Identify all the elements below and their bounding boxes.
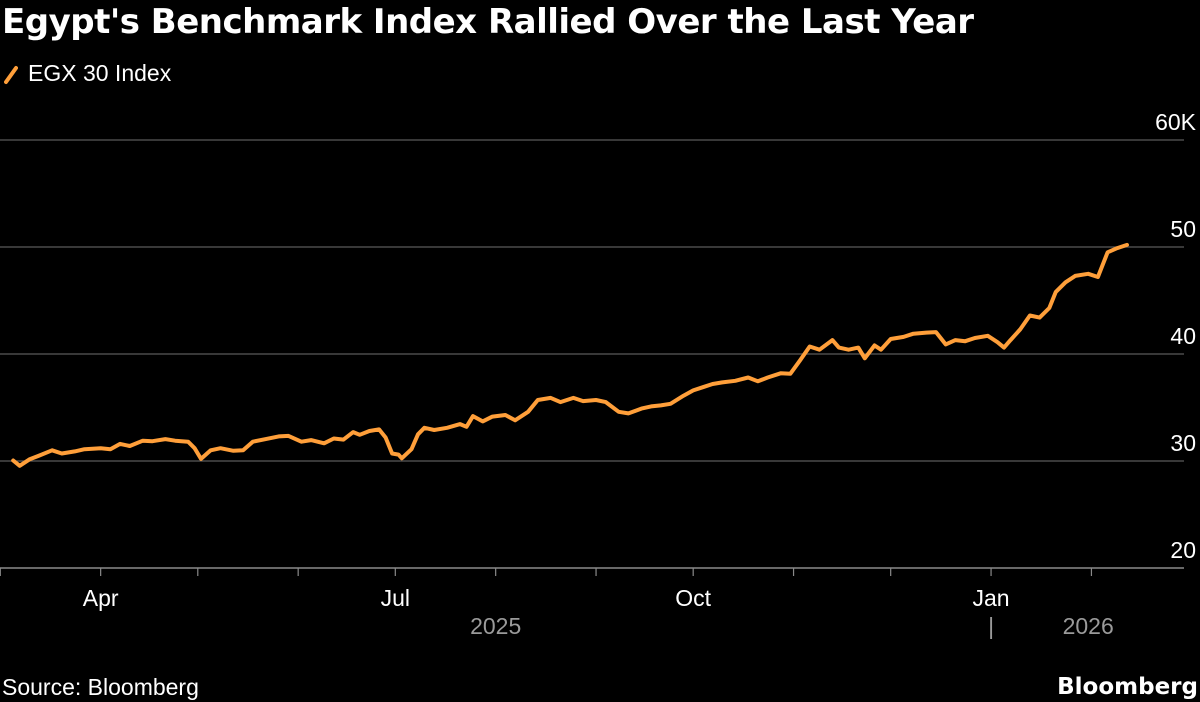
legend-label: EGX 30 Index [28,60,172,86]
gridlines [0,139,1184,569]
year-separator: | [988,613,994,639]
x-tick-label: Jul [381,585,410,611]
year-label: 2026 [1063,613,1114,639]
legend: EGX 30 Index [4,60,171,87]
chart-title: Egypt's Benchmark Index Rallied Over the… [2,2,974,42]
x-tick-label: Apr [83,585,119,611]
y-tick-label: 30 [1170,430,1196,456]
series-layer [11,242,1129,468]
y-tick-label: 60K [1155,109,1197,135]
legend-swatch-icon [4,63,18,85]
y-tick-label: 20 [1170,537,1196,563]
x-tick-label: Oct [675,585,711,611]
series-line-egx30 [11,242,1129,468]
year-label: 2025 [470,613,521,639]
x-tick-label: Jan [973,585,1010,611]
x-axis: Apr Jul Oct Jan 2025 | 2026 [0,568,1114,639]
brand-logo: Bloomberg [1057,674,1198,700]
y-axis-labels: 60K 50 40 30 20 [1155,109,1197,563]
source-note: Source: Bloomberg [2,674,199,700]
y-tick-label: 50 [1170,216,1196,242]
y-tick-label: 40 [1170,323,1196,349]
